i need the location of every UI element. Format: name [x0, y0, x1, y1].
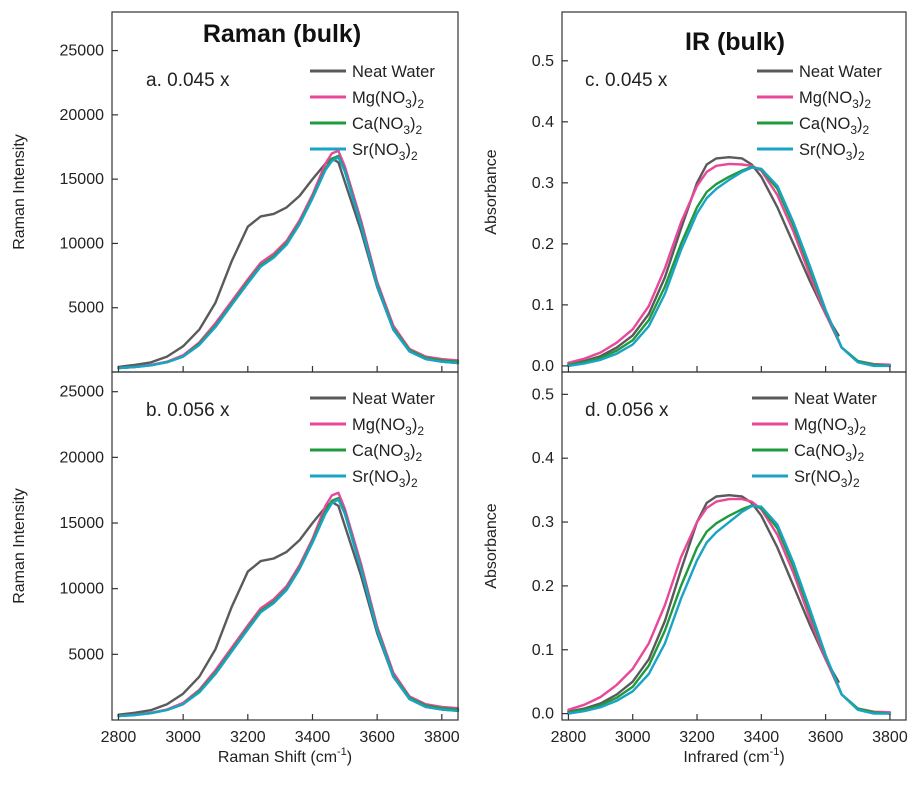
y-tick-label: 25000 [60, 384, 105, 401]
legend-entry: Neat Water [799, 63, 882, 81]
legend-entry: Mg(NO3)2 [352, 89, 424, 111]
series-line-a-1 [117, 149, 460, 370]
y-tick-label: 0.3 [532, 175, 554, 192]
legend-entry: Ca(NO3)2 [352, 115, 423, 137]
x-tick-label: 3600 [359, 729, 395, 746]
right-title: IR (bulk) [685, 28, 785, 56]
panel-b: 5000 10000 15000 20000 25000 2800 3000 3200 3400… [11, 371, 460, 766]
y-tick-label: 10000 [60, 235, 105, 252]
legend-entry: Mg(NO3)2 [794, 416, 866, 438]
legend-entry: Sr(NO3)2 [799, 141, 865, 163]
y-tick-label: 25000 [60, 43, 105, 60]
y-tick-label: 0.2 [532, 236, 554, 253]
y-tick-label: 0.0 [532, 706, 554, 723]
plot-frame-d [561, 371, 907, 721]
series-line-b-2 [117, 496, 460, 718]
x-tick-label: 3000 [165, 729, 201, 746]
series-line-c-2 [567, 165, 892, 368]
legend-entry: Mg(NO3)2 [799, 89, 871, 111]
legend-entry: Neat Water [352, 390, 435, 408]
series-line-c-0 [567, 155, 840, 366]
series-line-d-0 [567, 494, 840, 713]
legend-entry: Sr(NO3)2 [352, 141, 418, 163]
series-line-b-1 [117, 491, 460, 718]
panel-d: 0.0 0.1 0.2 0.3 0.4 0.5 2800 3000 3200 3400 3600 38… [483, 371, 908, 766]
x-tick-label: 3400 [744, 729, 780, 746]
y-tick-label: 20000 [60, 449, 105, 466]
panel-label: d. 0.056 x [585, 400, 669, 421]
x-tick-label: 3200 [679, 729, 715, 746]
y-axis-label: Absorbance [483, 149, 500, 234]
x-tick-label: 3800 [872, 729, 908, 746]
series-line-b-3 [117, 498, 460, 718]
series-line-d-3 [567, 504, 892, 715]
y-tick-label: 20000 [60, 107, 105, 124]
legend-entry: Mg(NO3)2 [352, 416, 424, 438]
plot-frame-b [111, 371, 459, 721]
series-line-c-3 [567, 166, 892, 368]
x-tick-label: 3200 [230, 729, 266, 746]
y-tick-label: 5000 [68, 300, 104, 317]
series-line-d-2 [567, 504, 892, 715]
panel-label: c. 0.045 x [585, 70, 668, 91]
y-axis-label: Raman Intensity [11, 488, 28, 604]
y-tick-label: 0.5 [532, 53, 554, 70]
x-axis-label: Raman Shift (cm-1) [218, 746, 352, 766]
series-line-c-1 [567, 162, 892, 366]
panel-c: 0.0 0.1 0.2 0.3 0.4 0.5 Absorbance c. 0.045 x Ne… [483, 11, 907, 375]
legend-entry: Sr(NO3)2 [794, 468, 860, 490]
panel-label: a. 0.045 x [146, 70, 230, 91]
legend-entry: Ca(NO3)2 [799, 115, 870, 137]
series-line-a-0 [117, 157, 460, 369]
y-tick-label: 5000 [68, 646, 104, 663]
series-line-b-0 [117, 500, 460, 716]
legend-entry: Neat Water [794, 390, 877, 408]
x-tick-label: 3600 [808, 729, 844, 746]
y-tick-label: 0.4 [532, 114, 554, 131]
panels: 5000 10000 15000 20000 25000 Raman Intensity a… [11, 11, 908, 766]
legend-entry: Neat Water [352, 63, 435, 81]
left-title: Raman (bulk) [203, 20, 361, 48]
y-tick-label: 15000 [60, 515, 105, 532]
y-tick-label: 0.1 [532, 642, 554, 659]
y-tick-label: 0.2 [532, 578, 554, 595]
y-tick-label: 0.1 [532, 297, 554, 314]
legend-entry: Sr(NO3)2 [352, 468, 418, 490]
y-tick-label: 0.0 [532, 358, 554, 375]
x-tick-label: 2800 [101, 729, 137, 746]
y-axis-label: Absorbance [483, 503, 500, 588]
x-tick-label: 3000 [615, 729, 651, 746]
panel-label: b. 0.056 x [146, 400, 230, 421]
x-axis-label: Infrared (cm-1) [683, 746, 784, 766]
series-line-a-2 [117, 154, 460, 370]
x-tick-label: 3800 [424, 729, 460, 746]
y-tick-label: 0.4 [532, 450, 554, 467]
panel-a: 5000 10000 15000 20000 25000 Raman Intensity a… [11, 11, 460, 373]
x-tick-label: 3400 [295, 729, 331, 746]
series-line-d-1 [567, 497, 892, 714]
y-tick-label: 15000 [60, 171, 105, 188]
legend-entry: Ca(NO3)2 [794, 442, 865, 464]
x-tick-label: 2800 [551, 729, 587, 746]
y-axis-label: Raman Intensity [11, 134, 28, 250]
y-tick-label: 0.5 [532, 386, 554, 403]
y-tick-label: 0.3 [532, 514, 554, 531]
y-tick-label: 10000 [60, 581, 105, 598]
legend-entry: Ca(NO3)2 [352, 442, 423, 464]
series-line-a-3 [117, 156, 460, 370]
